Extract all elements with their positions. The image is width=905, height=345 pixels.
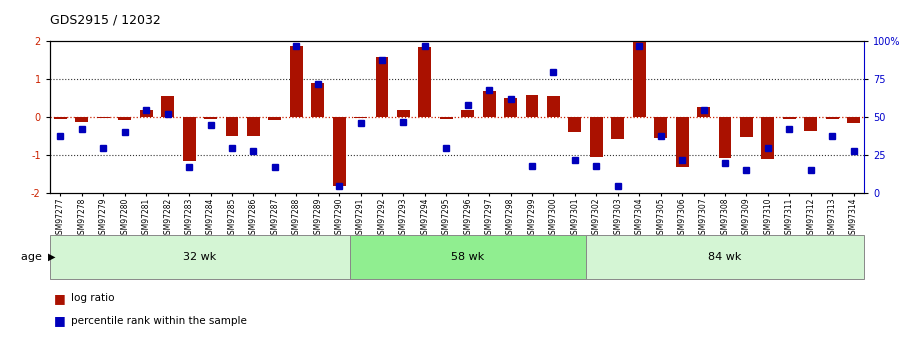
Bar xyxy=(482,91,496,117)
Bar xyxy=(654,117,667,138)
Bar xyxy=(547,96,560,117)
Text: log ratio: log ratio xyxy=(71,294,114,303)
Text: ■: ■ xyxy=(54,292,66,305)
Bar xyxy=(418,47,432,117)
Bar xyxy=(350,235,586,279)
Bar xyxy=(119,117,131,120)
Bar xyxy=(440,117,452,119)
Text: ■: ■ xyxy=(54,314,66,327)
Text: age: age xyxy=(21,252,45,262)
Bar xyxy=(761,117,775,159)
Bar xyxy=(376,57,388,117)
Bar xyxy=(397,110,410,117)
Bar xyxy=(290,46,302,117)
Bar xyxy=(311,83,324,117)
Bar xyxy=(526,95,538,117)
Text: 32 wk: 32 wk xyxy=(183,252,216,262)
Bar xyxy=(568,117,581,132)
Bar xyxy=(462,110,474,117)
Bar xyxy=(333,117,346,186)
Text: 84 wk: 84 wk xyxy=(709,252,741,262)
Bar xyxy=(805,117,817,130)
Bar xyxy=(183,117,195,161)
Bar xyxy=(54,117,67,119)
Bar xyxy=(50,235,350,279)
Bar xyxy=(612,117,624,139)
Bar xyxy=(504,98,517,117)
Bar xyxy=(97,117,110,118)
Bar xyxy=(225,117,238,136)
Text: 58 wk: 58 wk xyxy=(451,252,484,262)
Bar xyxy=(247,117,260,136)
Bar xyxy=(75,117,89,122)
Bar xyxy=(139,110,153,117)
Bar xyxy=(633,41,645,117)
Bar xyxy=(740,117,753,137)
Bar xyxy=(586,235,864,279)
Bar xyxy=(161,96,174,117)
Bar xyxy=(825,117,839,119)
Text: percentile rank within the sample: percentile rank within the sample xyxy=(71,316,246,326)
Bar xyxy=(676,117,689,167)
Bar xyxy=(847,117,860,123)
Bar xyxy=(590,117,603,157)
Text: GDS2915 / 12032: GDS2915 / 12032 xyxy=(50,14,160,27)
Bar xyxy=(719,117,731,158)
Text: ▶: ▶ xyxy=(48,252,55,262)
Bar xyxy=(354,117,367,118)
Bar xyxy=(205,117,217,119)
Bar xyxy=(269,117,281,120)
Bar xyxy=(697,107,710,117)
Bar xyxy=(783,117,795,119)
